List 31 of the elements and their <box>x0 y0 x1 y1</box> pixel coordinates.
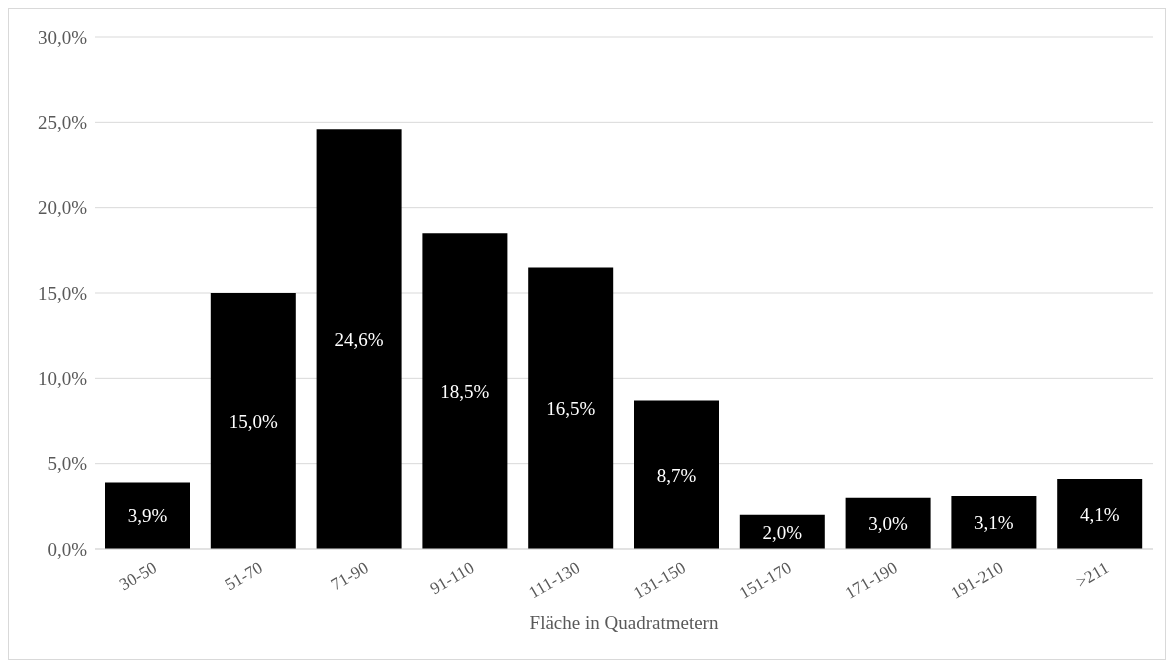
bar <box>951 496 1037 549</box>
y-tick-label: 10,0% <box>37 368 88 390</box>
bar <box>1057 479 1143 549</box>
data-label: 4,1% <box>1079 503 1120 525</box>
bar <box>528 267 614 549</box>
data-label: 3,1% <box>974 512 1014 534</box>
y-tick-label: 25,0% <box>37 112 88 134</box>
x-axis-title: Fläche in Quadratmetern <box>529 612 719 633</box>
x-tick-label: 51-70 <box>221 558 266 595</box>
data-label: 18,5% <box>440 380 490 402</box>
data-label: 3,0% <box>868 513 909 535</box>
x-tick-label: 30-50 <box>116 558 160 595</box>
y-tick-label: 15,0% <box>37 282 88 304</box>
x-tick-label: 71-90 <box>327 558 372 595</box>
data-label: 16,5% <box>546 397 596 419</box>
bar <box>845 497 931 549</box>
data-label: 8,7% <box>656 464 697 486</box>
y-tick-label: 0,0% <box>47 538 88 560</box>
data-label: 24,6% <box>334 328 384 350</box>
data-label: 2,0% <box>762 521 803 543</box>
y-tick-label: 20,0% <box>37 197 88 219</box>
bar <box>634 400 719 549</box>
data-label: 15,0% <box>228 410 279 432</box>
y-tick-label: 30,0% <box>37 26 88 48</box>
y-tick-label: 5,0% <box>47 453 88 475</box>
bar <box>105 482 190 549</box>
bar <box>316 129 402 549</box>
data-label: 3,9% <box>127 505 168 527</box>
bar <box>422 233 508 549</box>
x-tick-label: >211 <box>1072 558 1113 592</box>
bar <box>210 293 296 549</box>
